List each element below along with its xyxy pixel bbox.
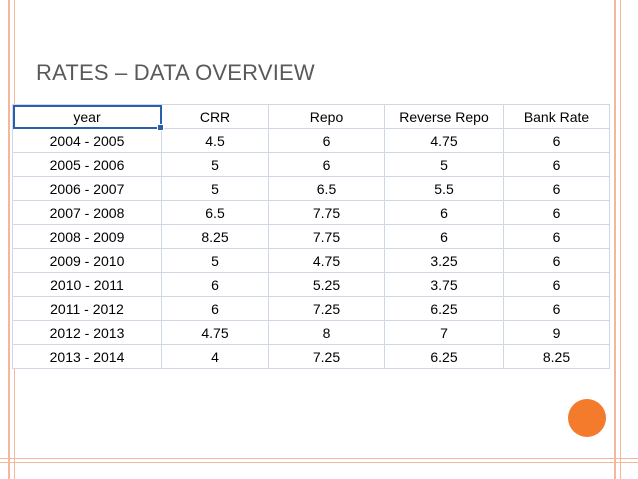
header-cell-bank-rate[interactable]: Bank Rate [503,104,610,129]
table-cell[interactable]: 5 [161,248,269,273]
table-cell[interactable]: 6 [503,152,610,177]
table-header-row: year CRR Repo Reverse Repo Bank Rate [12,104,610,131]
header-cell-repo[interactable]: Repo [268,104,385,129]
frame-right-outer-line [614,0,616,479]
table-cell[interactable]: 7.75 [268,224,385,249]
table-cell[interactable]: 5 [161,176,269,201]
frame-right-inner-line [620,0,621,479]
table-cell[interactable]: 9 [503,320,610,345]
frame-left-outer-line [8,0,10,479]
table-cell[interactable]: 6 [503,128,610,153]
table-cell[interactable]: 5.25 [268,272,385,297]
table-cell[interactable]: 6.25 [384,344,504,369]
rates-table: year CRR Repo Reverse Repo Bank Rate 200… [12,104,610,369]
table-cell[interactable]: 7.25 [268,296,385,321]
table-cell[interactable]: 7.75 [268,200,385,225]
table-row: 2007 - 2008 6.5 7.75 6 6 [12,200,610,225]
slide-title: Rates – Data Overview [36,60,315,85]
header-bank-rate-label: Bank Rate [523,108,590,125]
header-crr-label: CRR [199,108,231,125]
table-cell[interactable]: 6 [161,272,269,297]
table-cell[interactable]: 6 [503,176,610,201]
table-cell[interactable]: 2011 - 2012 [12,296,162,321]
table-cell[interactable]: 6 [503,248,610,273]
table-cell[interactable]: 8.25 [161,224,269,249]
table-cell[interactable]: 2010 - 2011 [12,272,162,297]
table-cell[interactable]: 5.5 [384,176,504,201]
table-cell[interactable]: 4.75 [384,128,504,153]
table-cell[interactable]: 5 [161,152,269,177]
table-row: 2011 - 2012 6 7.25 6.25 6 [12,296,610,321]
header-cell-year[interactable]: year [12,104,164,131]
table-cell[interactable]: 6 [503,272,610,297]
table-cell[interactable]: 6 [503,224,610,249]
table-cell[interactable]: 6.5 [161,200,269,225]
table-cell[interactable]: 7.25 [268,344,385,369]
table-cell[interactable]: 2005 - 2006 [12,152,162,177]
table-cell[interactable]: 3.25 [384,248,504,273]
table-cell[interactable]: 8 [268,320,385,345]
table-cell[interactable]: 2013 - 2014 [12,344,162,369]
table-cell[interactable]: 4.5 [161,128,269,153]
header-cell-crr[interactable]: CRR [161,104,269,129]
table-row: 2005 - 2006 5 6 5 6 [12,152,610,177]
table-cell[interactable]: 6 [161,296,269,321]
table-cell[interactable]: 6 [268,152,385,177]
table-row: 2009 - 2010 5 4.75 3.25 6 [12,248,610,273]
frame-bottom-line-1 [0,458,638,459]
table-cell[interactable]: 2006 - 2007 [12,176,162,201]
table-cell[interactable]: 2008 - 2009 [12,224,162,249]
table-cell[interactable]: 7 [384,320,504,345]
table-row: 2012 - 2013 4.75 8 7 9 [12,320,610,345]
header-reverse-repo-label: Reverse Repo [399,108,489,125]
table-cell[interactable]: 3.75 [384,272,504,297]
header-cell-reverse-repo[interactable]: Reverse Repo [384,104,504,129]
table-cell[interactable]: 2004 - 2005 [12,128,162,153]
table-cell[interactable]: 6.25 [384,296,504,321]
fill-handle[interactable] [157,124,164,131]
table-cell[interactable]: 2012 - 2013 [12,320,162,345]
table-cell[interactable]: 6 [268,128,385,153]
header-year-label: year [73,108,101,125]
table-cell[interactable]: 2007 - 2008 [12,200,162,225]
table-cell[interactable]: 6.5 [268,176,385,201]
decorative-circle [568,399,606,437]
frame-bottom-line-2 [0,462,638,463]
table-cell[interactable]: 6 [503,200,610,225]
table-cell[interactable]: 8.25 [503,344,610,369]
table-cell[interactable]: 2009 - 2010 [12,248,162,273]
table-cell[interactable]: 6 [503,296,610,321]
table-row: 2013 - 2014 4 7.25 6.25 8.25 [12,344,610,369]
table-row: 2008 - 2009 8.25 7.75 6 6 [12,224,610,249]
table-cell[interactable]: 6 [384,200,504,225]
table-cell[interactable]: 4 [161,344,269,369]
table-row: 2006 - 2007 5 6.5 5.5 6 [12,176,610,201]
table-cell[interactable]: 6 [384,224,504,249]
table-cell[interactable]: 5 [384,152,504,177]
table-row: 2010 - 2011 6 5.25 3.75 6 [12,272,610,297]
table-cell[interactable]: 4.75 [161,320,269,345]
table-row: 2004 - 2005 4.5 6 4.75 6 [12,128,610,153]
table-cell[interactable]: 4.75 [268,248,385,273]
header-repo-label: Repo [309,108,344,125]
